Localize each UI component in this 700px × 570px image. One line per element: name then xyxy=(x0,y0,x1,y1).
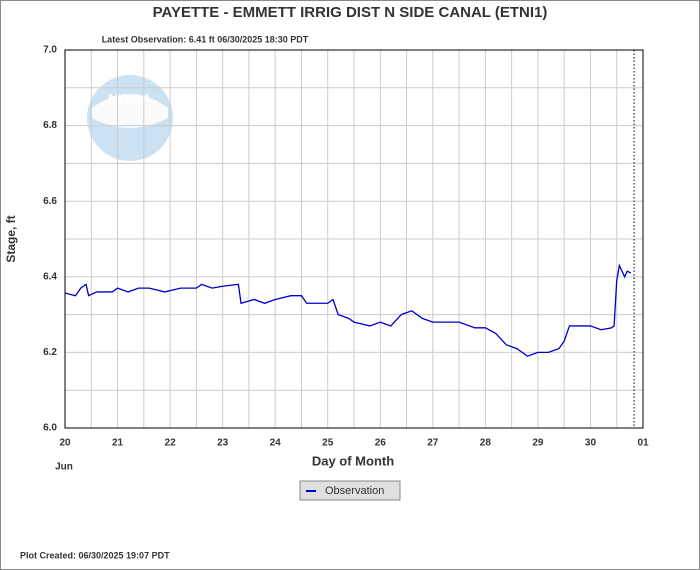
footer: Plot Created: 06/30/2025 19:07 PDT xyxy=(20,550,170,560)
y-tick-label: 7.0 xyxy=(43,45,57,56)
x-tick-label: 24 xyxy=(270,438,282,449)
y-tick-label: 6.0 xyxy=(43,423,57,434)
x-tick-label: 28 xyxy=(480,438,492,449)
legend-label: Observation xyxy=(325,485,384,497)
x-tick-label: 30 xyxy=(585,438,597,449)
x-axis-label: Day of Month xyxy=(312,453,394,468)
y-tick-label: 6.6 xyxy=(43,196,57,207)
y-tick-label: 6.8 xyxy=(43,120,57,131)
x-tick-label: 22 xyxy=(165,438,177,449)
x-month-label: Jun xyxy=(55,462,73,473)
chart-title: PAYETTE - EMMETT IRRIG DIST N SIDE CANAL… xyxy=(153,4,548,21)
x-tick-label: 26 xyxy=(375,438,387,449)
x-tick-label: 23 xyxy=(217,438,229,449)
x-tick-label: 25 xyxy=(322,438,334,449)
series-line xyxy=(64,263,632,357)
legend: Observation xyxy=(299,480,401,501)
plot-frame xyxy=(64,49,644,429)
x-tick-label: 01 xyxy=(637,438,649,449)
logo-text: NOAA xyxy=(108,91,152,108)
x-tick-label: 20 xyxy=(59,438,71,449)
x-tick-label: 27 xyxy=(427,438,439,449)
y-tick-label: 6.2 xyxy=(43,347,57,358)
chart-subtitle: Latest Observation: 6.41 ft 06/30/2025 1… xyxy=(102,34,309,44)
y-tick-label: 6.4 xyxy=(43,271,57,282)
x-tick-label: 29 xyxy=(532,438,544,449)
y-axis-label: Stage, ft xyxy=(4,215,18,262)
legend-box xyxy=(299,480,401,501)
x-tick-label: 21 xyxy=(112,438,124,449)
noaa-logo: NOAA xyxy=(87,75,173,161)
